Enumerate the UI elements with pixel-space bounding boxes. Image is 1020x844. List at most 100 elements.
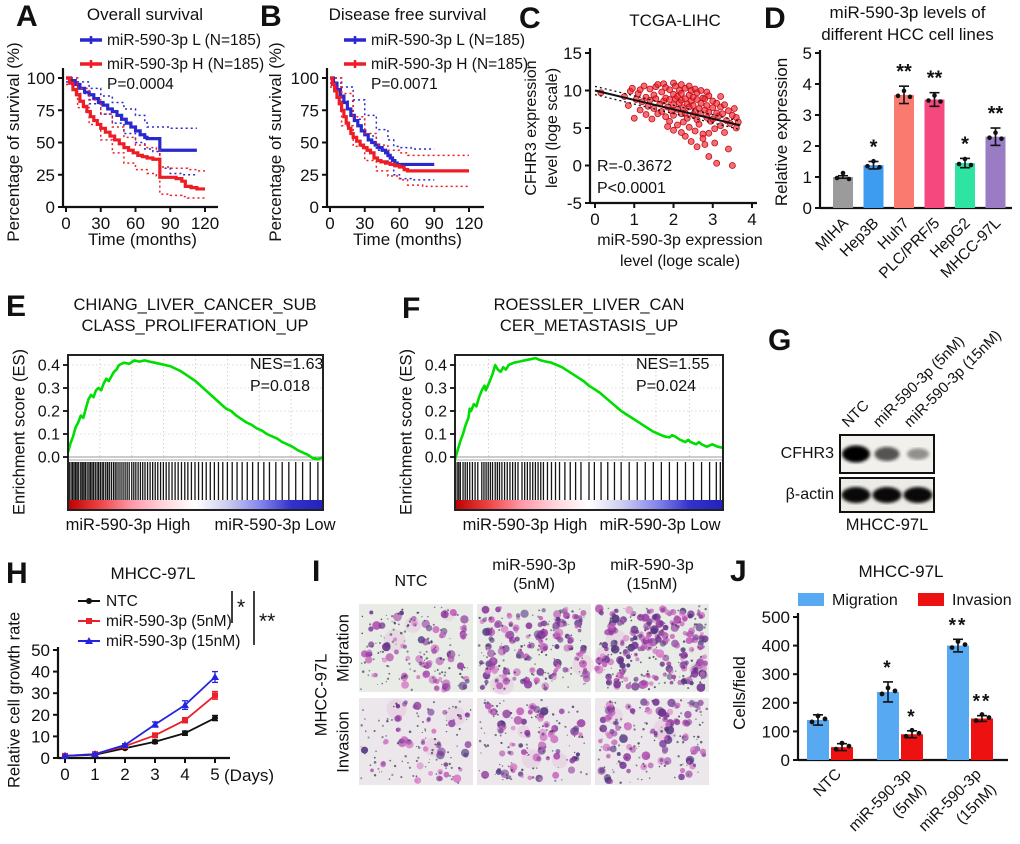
membrane-pore — [537, 648, 540, 651]
stained-cell — [556, 664, 561, 670]
membrane-pore — [450, 766, 453, 770]
membrane-pore — [635, 653, 638, 656]
stained-cell — [619, 734, 628, 743]
membrane-pore — [364, 752, 366, 755]
membrane-pore — [458, 700, 462, 703]
membrane-pore — [386, 719, 389, 723]
membrane-pore — [360, 662, 363, 665]
membrane-pore — [542, 750, 545, 753]
stained-cell — [432, 625, 440, 634]
membrane-pore — [513, 671, 516, 674]
membrane-pore — [567, 711, 570, 714]
stained-cell — [701, 645, 705, 649]
membrane-pore — [664, 622, 666, 624]
membrane-pore — [483, 701, 487, 705]
scatter-point — [693, 143, 701, 151]
x-tick-label: 1 — [630, 210, 639, 229]
stained-cell — [594, 665, 600, 672]
growth-curve-plot: 0 10 20 30 40 50 0 1 2 3 4 5 NTC miR-590-3p (5nM) miR-… — [31, 591, 275, 784]
membrane-pore — [453, 719, 455, 721]
chart-title: MHCC-97L — [110, 564, 196, 583]
membrane-pore — [687, 774, 689, 776]
membrane-pore — [630, 619, 633, 622]
membrane-pore — [441, 763, 443, 766]
legend-label: miR-590-3p H (N=185) — [371, 56, 528, 73]
stained-cell — [621, 667, 627, 673]
membrane-pore — [489, 668, 492, 670]
membrane-pore — [561, 779, 563, 781]
x-tick-label: 2 — [669, 210, 678, 229]
stained-cell — [603, 630, 609, 635]
membrane-pore — [644, 722, 646, 724]
scatter-point — [687, 138, 695, 145]
membrane-pore — [693, 735, 696, 738]
membrane-pore — [570, 647, 573, 650]
stained-cell — [514, 636, 520, 642]
stained-cell — [464, 678, 470, 684]
stained-cell — [520, 678, 526, 685]
bar-MIHA — [833, 177, 853, 208]
membrane-pore — [415, 746, 417, 748]
membrane-pore — [360, 724, 363, 727]
membrane-pore — [653, 739, 656, 742]
gsea-title-line2: CER_METASTASIS_UP — [499, 317, 679, 335]
stained-cell — [662, 672, 667, 677]
membrane-pore — [386, 717, 389, 720]
membrane-pore — [401, 760, 403, 763]
stained-cell — [380, 761, 386, 768]
membrane-pore — [445, 723, 448, 726]
membrane-pore — [416, 724, 419, 728]
membrane-pore — [539, 713, 542, 715]
stained-cell — [606, 747, 611, 751]
data-point — [926, 98, 931, 103]
significance-mark: ** — [988, 103, 1004, 125]
y-tick-label: 0.0 — [425, 450, 447, 467]
membrane-pore — [668, 671, 671, 674]
membrane-pore — [686, 764, 688, 767]
bar-Hep3B — [863, 165, 884, 208]
membrane-pore — [421, 720, 424, 723]
membrane-pore — [460, 676, 463, 678]
cell-line-label: MHCC-97L — [845, 516, 929, 534]
scatter-point — [725, 107, 732, 115]
membrane-pore — [607, 607, 610, 610]
y-tick-label: 75 — [300, 101, 319, 120]
chart-title: TCGA-LIHC — [629, 11, 721, 30]
membrane-pore — [528, 634, 531, 637]
membrane-pore — [456, 733, 459, 736]
membrane-pore — [700, 677, 703, 680]
membrane-pore — [373, 774, 377, 777]
membrane-pore — [643, 765, 646, 768]
membrane-pore — [674, 624, 677, 627]
stained-cell — [667, 668, 674, 675]
y-axis-label-line1: CFHR3 expression — [523, 60, 540, 196]
stained-cell — [400, 676, 404, 680]
membrane-pore — [646, 673, 649, 676]
stained-cell — [553, 669, 557, 674]
membrane-pore — [582, 683, 585, 685]
membrane-pore — [507, 765, 510, 768]
membrane-pore — [524, 658, 527, 661]
membrane-pore — [581, 736, 584, 739]
scatter-point — [689, 102, 697, 109]
membrane-pore — [544, 671, 547, 674]
stained-cell — [394, 715, 401, 722]
scatter-point — [701, 141, 709, 148]
membrane-pore — [675, 670, 677, 672]
membrane-pore — [360, 688, 362, 690]
stained-cell — [519, 743, 523, 748]
stained-cell — [670, 608, 677, 616]
stained-cell — [418, 661, 423, 666]
y-tick-label: 0 — [46, 198, 55, 217]
scatter-point — [730, 105, 738, 112]
panel-migration-invasion-counts: 0 100 200 300 400 500 * ** * ** NTC miR-590-3p (5nM)… — [720, 555, 1020, 844]
stained-cell — [401, 736, 405, 740]
stained-cell — [612, 720, 618, 726]
data-point — [916, 730, 922, 736]
membrane-pore — [381, 682, 384, 685]
membrane-pore — [501, 624, 504, 627]
stained-cell — [431, 728, 437, 734]
stained-cell — [563, 644, 571, 652]
stained-cell — [481, 770, 490, 779]
membrane-pore — [635, 637, 638, 641]
